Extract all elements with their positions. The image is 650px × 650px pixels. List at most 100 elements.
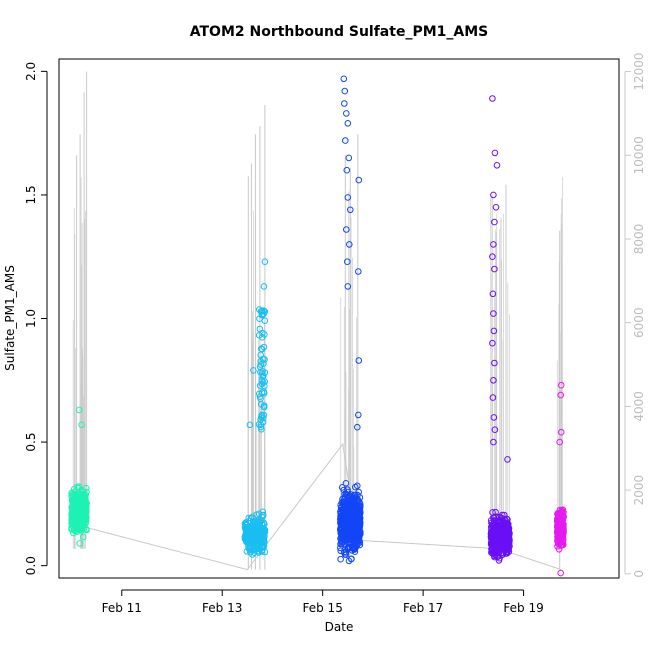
data-point — [340, 486, 348, 494]
data-point — [80, 533, 87, 541]
data-point — [555, 546, 563, 553]
data-point — [256, 325, 264, 333]
data-point — [250, 367, 257, 374]
data-point — [346, 241, 353, 248]
data-point — [355, 176, 363, 184]
data-point — [261, 378, 269, 385]
data-point — [246, 421, 254, 429]
data-point — [554, 537, 562, 545]
data-point — [557, 428, 565, 436]
data-point — [344, 488, 352, 496]
data-point — [344, 283, 352, 290]
data-point — [344, 194, 352, 201]
data-point — [260, 283, 268, 290]
data-point — [75, 406, 83, 414]
data-point — [342, 480, 350, 487]
data-point — [343, 506, 351, 514]
data-point — [346, 525, 353, 532]
data-point — [74, 500, 81, 508]
data-point — [557, 516, 565, 523]
data-point — [354, 423, 361, 431]
data-point — [259, 418, 267, 426]
x-axis-label: Date — [325, 620, 354, 634]
data-point — [491, 265, 498, 273]
data-point — [252, 527, 260, 535]
data-point — [496, 541, 503, 548]
data-point — [339, 535, 347, 543]
data-point — [241, 520, 249, 527]
data-point — [489, 394, 497, 401]
data-point — [261, 258, 269, 266]
data-point — [260, 414, 267, 422]
data-point — [557, 391, 565, 399]
data-point — [491, 149, 499, 157]
data-point — [83, 526, 90, 534]
data-point — [251, 549, 258, 557]
data-point — [346, 518, 354, 526]
data-point — [491, 547, 498, 554]
y-tick-label: 0.0 — [24, 556, 38, 575]
data-point — [70, 524, 77, 532]
data-point — [261, 548, 269, 556]
data-point — [337, 555, 344, 563]
data-point — [348, 555, 355, 563]
data-point — [260, 360, 267, 368]
data-point — [248, 529, 256, 536]
data-point — [351, 536, 359, 544]
x-tick-label: Feb 11 — [102, 601, 142, 615]
data-point — [352, 483, 359, 491]
data-point — [490, 310, 497, 317]
y-right-tick-label: 12000 — [632, 52, 646, 90]
data-point — [261, 331, 268, 338]
data-point — [337, 513, 344, 521]
data-point — [493, 541, 500, 548]
data-point — [347, 206, 354, 214]
data-point — [502, 549, 510, 557]
data-point — [254, 535, 262, 543]
data-point — [261, 356, 268, 363]
data-point — [558, 508, 565, 515]
data-point — [490, 241, 497, 248]
data-point — [351, 496, 358, 504]
data-point — [495, 550, 503, 557]
data-point — [72, 508, 79, 516]
x-tick-label: Feb 15 — [303, 601, 343, 615]
x-tick-label: Feb 17 — [403, 601, 443, 615]
data-point — [80, 509, 87, 517]
y-right-tick-label: 4000 — [632, 391, 646, 422]
data-point — [504, 456, 511, 463]
data-point — [258, 370, 266, 377]
data-point — [76, 540, 83, 547]
data-point — [247, 514, 255, 522]
data-point — [356, 500, 364, 508]
data-point — [260, 402, 268, 409]
data-point — [505, 539, 512, 547]
data-point — [344, 258, 351, 266]
data-point — [345, 544, 352, 551]
data-point — [355, 268, 362, 275]
data-point — [495, 557, 503, 564]
data-point — [490, 191, 497, 199]
data-point — [493, 162, 501, 169]
data-point — [489, 290, 497, 298]
data-point — [489, 253, 496, 261]
data-point — [258, 311, 266, 319]
x-axis: Feb 11 Feb 13 Feb 15 Feb 17 Feb 19 — [102, 589, 544, 615]
data-point — [253, 532, 261, 539]
data-point — [337, 504, 345, 512]
data-point — [490, 414, 498, 421]
data-point — [555, 527, 563, 535]
data-point — [557, 381, 565, 389]
y-tick-label: 1.5 — [24, 185, 38, 204]
data-point — [502, 523, 510, 530]
data-point — [489, 339, 496, 347]
y-right-tick-label: 0 — [632, 570, 646, 578]
data-point — [355, 510, 363, 518]
data-point — [256, 306, 263, 313]
data-point — [78, 499, 86, 507]
y-axis: 0.0 0.5 1.0 1.5 2.0 — [24, 62, 48, 575]
data-point — [76, 525, 83, 533]
data-point — [257, 361, 265, 368]
y-tick-label: 2.0 — [24, 62, 38, 81]
